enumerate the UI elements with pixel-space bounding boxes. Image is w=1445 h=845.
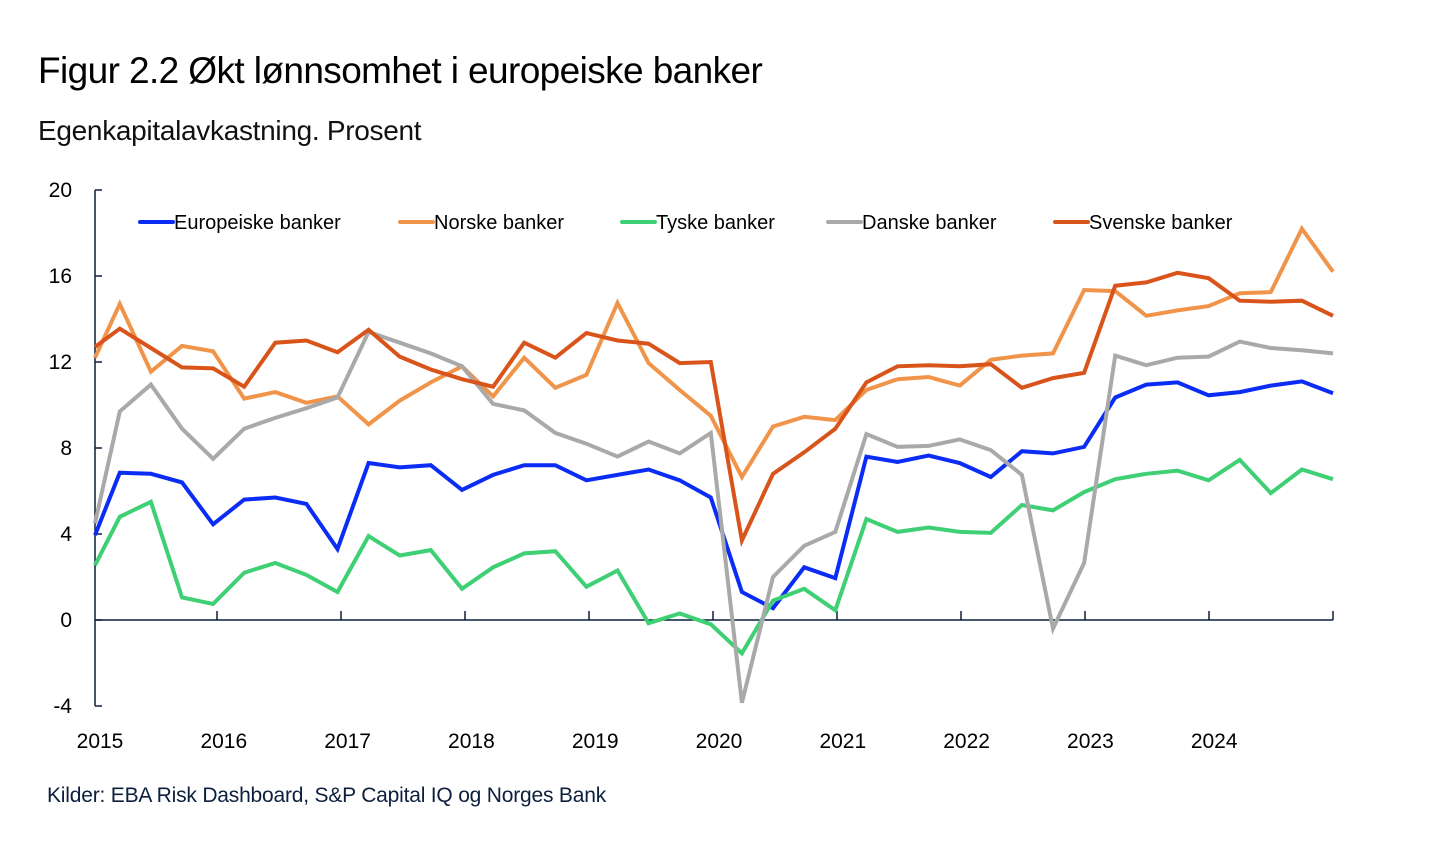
- chart-title: Figur 2.2 Økt lønnsomhet i europeiske ba…: [38, 50, 763, 91]
- legend-label: Danske banker: [862, 212, 997, 234]
- axes: -4 0 4 8 12 16 20 2015 2016 2017 2018 2019 2020 2021 2…: [49, 179, 1334, 753]
- x-tick-label: 2023: [1067, 730, 1114, 753]
- series-line-svenske-banker: [93, 270, 1334, 548]
- series-europeiske-banker: [93, 379, 1334, 611]
- y-tick-label: 12: [49, 351, 72, 374]
- y-tick-label: 20: [49, 179, 72, 202]
- series-line-tyske-banker: [93, 457, 1334, 657]
- series-norske-banker: [93, 224, 1335, 482]
- legend-item-tyske-banker: Tyske banker: [620, 212, 775, 234]
- legend-label: Europeiske banker: [174, 212, 341, 234]
- x-tick-label: 2021: [819, 730, 866, 753]
- x-tick-label: 2024: [1191, 730, 1238, 753]
- x-tick-label: 2016: [200, 730, 247, 753]
- x-tick-label: 2015: [77, 730, 124, 753]
- legend-label: Norske banker: [434, 212, 564, 234]
- legend-item-danske-banker: Danske banker: [826, 212, 997, 234]
- series-line-danske-banker: [93, 329, 1334, 704]
- series-tyske-banker: [93, 457, 1334, 657]
- legend-item-norske-banker: Norske banker: [398, 212, 564, 234]
- x-tick-label: 2019: [572, 730, 619, 753]
- series-danske-banker: [93, 329, 1334, 704]
- series-svenske-banker: [93, 270, 1334, 548]
- legend: Europeiske banker Norske banker Tyske bank…: [138, 212, 1233, 234]
- x-tick-label: 2022: [943, 730, 990, 753]
- y-tick-label: -4: [53, 695, 72, 718]
- legend-label: Svenske banker: [1089, 212, 1233, 234]
- y-tick-label: 0: [60, 609, 72, 632]
- x-tick-label: 2020: [696, 730, 743, 753]
- y-tick-label: 8: [60, 437, 72, 460]
- legend-item-europeiske-banker: Europeiske banker: [138, 212, 341, 234]
- series-line-europeiske-banker: [93, 379, 1334, 611]
- y-tick-label: 4: [60, 523, 72, 546]
- series-line-norske-banker: [93, 224, 1335, 482]
- series-layer: [93, 224, 1335, 704]
- source-note: Kilder: EBA Risk Dashboard, S&P Capital …: [47, 784, 606, 807]
- legend-item-svenske-banker: Svenske banker: [1053, 212, 1233, 234]
- legend-label: Tyske banker: [656, 212, 775, 234]
- chart-subtitle: Egenkapitalavkastning. Prosent: [38, 115, 422, 146]
- x-tick-label: 2018: [448, 730, 495, 753]
- x-tick-label: 2017: [324, 730, 371, 753]
- y-tick-label: 16: [49, 265, 72, 288]
